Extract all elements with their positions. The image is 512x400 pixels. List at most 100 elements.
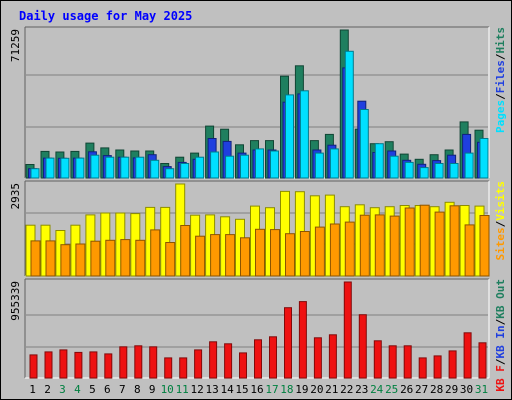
bar-kb-f — [224, 343, 233, 379]
bar-sites — [329, 223, 340, 277]
bar-sites — [374, 214, 385, 277]
legend: Pages/Files/Hits — [494, 27, 507, 133]
bar-pages — [449, 163, 459, 179]
bar-kb-f — [209, 341, 218, 379]
bar-pages — [180, 163, 190, 179]
x-tick-label: 5 — [89, 383, 96, 396]
bar-kb-f — [403, 345, 412, 379]
x-tick-label: 18 — [280, 383, 293, 396]
x-tick-label: 13 — [205, 383, 218, 396]
bar-pages — [389, 155, 399, 179]
bar-sites — [270, 229, 280, 277]
x-tick-label: 20 — [310, 383, 323, 396]
legend-separator: / — [494, 220, 507, 227]
bar-kb-f — [418, 357, 427, 379]
bar-pages — [120, 156, 130, 179]
x-tick-label: 31 — [475, 383, 488, 396]
legend-separator: / — [494, 318, 507, 325]
bar-pages — [105, 156, 115, 179]
bar-pages — [374, 143, 384, 179]
legend-item: KB In — [494, 325, 507, 358]
bar-pages — [255, 148, 264, 179]
bar-pages — [329, 148, 339, 179]
x-tick-label: 6 — [104, 383, 111, 396]
bar-pages — [464, 152, 474, 179]
bar-kb-f — [388, 345, 397, 379]
bar-sites — [150, 229, 161, 277]
bar-kb-f — [29, 354, 38, 379]
x-tick-label: 17 — [265, 383, 278, 396]
bar-kb-f — [433, 355, 442, 379]
legend-item: Files — [494, 60, 507, 93]
bar-kb-f — [254, 339, 262, 379]
bar-kb-f — [463, 332, 472, 379]
legend-item: KB Out — [494, 279, 507, 319]
bar-kb-f — [328, 334, 337, 379]
x-tick-label: 26 — [400, 383, 413, 396]
legend-item: Hits — [494, 27, 507, 54]
x-tick-label: 11 — [176, 383, 189, 396]
legend-item: KB F — [494, 365, 507, 392]
bar-kb-f — [269, 336, 277, 379]
legend: Sites/Visits — [494, 181, 507, 261]
bar-kb-f — [239, 352, 247, 379]
bar-sites — [195, 235, 206, 277]
x-tick-label: 24 — [370, 383, 384, 396]
bar-sites — [30, 240, 41, 277]
bar-pages — [479, 138, 489, 179]
x-tick-label: 22 — [340, 383, 353, 396]
bar-kb-f — [134, 345, 143, 379]
bar-pages — [225, 155, 235, 179]
bar-sites — [404, 207, 415, 277]
bar-pages — [299, 90, 309, 179]
bar-sites — [314, 226, 325, 277]
y-max-label: 2935 — [9, 183, 22, 210]
x-tick-label: 12 — [190, 383, 203, 396]
bar-kb-f — [373, 340, 382, 379]
legend-item: Sites — [494, 227, 507, 260]
legend: KB F/KB In/KB Out — [494, 279, 507, 392]
legend-separator: / — [494, 358, 507, 365]
x-tick-label: 23 — [355, 383, 368, 396]
x-tick-label: 30 — [460, 383, 473, 396]
bar-sites — [434, 211, 445, 277]
bar-sites — [255, 228, 265, 277]
x-tick-label: 29 — [445, 383, 458, 396]
bar-sites — [449, 205, 460, 277]
bar-sites — [75, 243, 86, 277]
bar-sites — [419, 204, 430, 277]
bar-sites — [299, 231, 310, 277]
bar-kb-f — [164, 357, 173, 379]
x-tick-label: 8 — [134, 383, 141, 396]
x-tick-label: 28 — [430, 383, 443, 396]
x-tick-label: 14 — [220, 383, 234, 396]
bar-pages — [434, 163, 444, 179]
bar-kb-f — [104, 353, 113, 379]
bar-pages — [314, 152, 324, 179]
bar-kb-f — [119, 346, 128, 379]
x-tick-label: 27 — [415, 383, 428, 396]
bar-sites — [45, 240, 56, 277]
bar-pages — [240, 154, 249, 179]
bar-sites — [165, 242, 176, 277]
bar-sites — [210, 234, 221, 277]
bar-sites — [359, 214, 370, 277]
bar-kb-f — [44, 351, 53, 379]
x-tick-label: 10 — [161, 383, 174, 396]
bar-pages — [195, 156, 205, 179]
x-tick-label: 7 — [119, 383, 126, 396]
bar-pages — [45, 157, 55, 179]
bar-kb-f — [89, 351, 98, 379]
bar-kb-f — [298, 301, 307, 379]
legend-item: Pages — [494, 100, 507, 133]
bar-kb-f — [179, 357, 188, 379]
bar-kb-f — [149, 346, 158, 379]
bar-kb-f — [194, 349, 203, 379]
bar-pages — [285, 94, 294, 179]
x-tick-label: 25 — [385, 383, 398, 396]
x-tick-label: 9 — [149, 383, 156, 396]
bar-pages — [30, 168, 40, 179]
bar-pages — [165, 168, 175, 179]
bar-pages — [75, 157, 85, 179]
